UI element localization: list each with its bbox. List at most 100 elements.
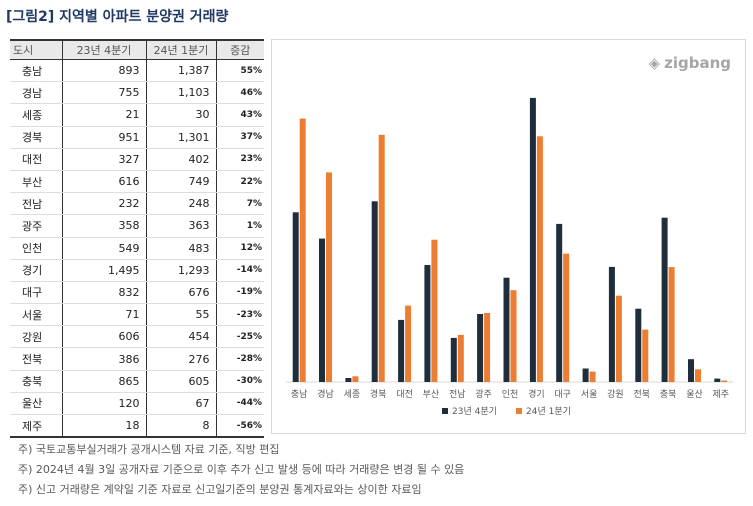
cell-change: -23% [215, 303, 264, 327]
cell-region: 경남 [10, 81, 62, 105]
cell-change: 46% [215, 81, 264, 105]
cell-q1: 276 [145, 347, 216, 371]
cell-region: 인천 [10, 237, 62, 260]
table-row: 전북 386 276 -28% [10, 347, 264, 371]
figure-title: [그림2] 지역별 아파트 분양권 거래량 [6, 9, 229, 25]
cell-region: 강원 [10, 325, 62, 349]
bar-q1-13 [642, 329, 649, 382]
cell-q4: 21 [61, 103, 146, 127]
cell-q1: 676 [145, 281, 216, 305]
cell-q1: 363 [145, 214, 216, 238]
cell-q4: 549 [61, 237, 146, 260]
table-row: 제주 18 8 -56% [10, 414, 264, 439]
bar-q1-6 [457, 334, 464, 382]
cell-q4: 865 [61, 370, 146, 393]
legend-label-0: 23년 4분기 [452, 406, 497, 417]
bar-q1-3 [378, 134, 385, 382]
legend-swatch-1 [516, 408, 522, 414]
bar-q4-13 [635, 308, 642, 382]
zigbang-logo-icon: ◈ [648, 54, 661, 72]
cell-change: 1% [215, 214, 264, 238]
cell-change: -56% [215, 414, 264, 439]
cell-q4: 120 [61, 392, 146, 416]
bar-q4-15 [688, 359, 694, 382]
x-tick-label: 충북 [660, 389, 677, 400]
cell-region: 대전 [10, 148, 62, 171]
table-row: 세종 21 30 43% [10, 103, 264, 127]
table-row: 부산 616 749 22% [10, 170, 264, 194]
bar-q4-9 [529, 97, 536, 383]
x-tick-label: 광주 [475, 388, 492, 400]
cell-q4: 616 [61, 170, 146, 194]
cell-q1: 55 [145, 303, 216, 327]
cell-q4: 606 [61, 325, 146, 349]
cell-change: 55% [215, 59, 264, 83]
cell-region: 경북 [10, 126, 62, 149]
cell-q1: 1,103 [145, 81, 216, 105]
x-tick-label: 제주 [713, 389, 730, 400]
bar-q4-12 [608, 266, 615, 382]
cell-q1: 1,387 [145, 59, 216, 83]
footnotes: 주) 국토교통부실거래가 공개시스템 자료 기준, 직방 편집 주) 2024년… [18, 440, 464, 500]
cell-region: 경기 [10, 259, 62, 282]
x-tick-label: 경기 [528, 388, 545, 400]
bar-q4-11 [582, 368, 589, 382]
cell-region: 충북 [10, 370, 62, 393]
cell-q1: 454 [145, 325, 216, 349]
header-q4: 23년 4분기 [61, 39, 146, 60]
x-tick-label: 경남 [317, 388, 334, 400]
cell-q4: 1,495 [61, 259, 146, 282]
bar-q4-1 [319, 238, 325, 382]
x-tick-label: 인천 [502, 389, 519, 400]
x-tick-label: 대전 [396, 389, 413, 400]
x-tick-label: 전남 [449, 389, 466, 400]
cell-region: 울산 [10, 392, 62, 416]
cell-q1: 1,301 [145, 126, 216, 149]
cell-region: 세종 [10, 103, 62, 127]
header-q1: 24년 1분기 [145, 39, 216, 60]
cell-change: 37% [215, 126, 264, 149]
footnote-3: 주) 신고 거래량은 계약일 기준 자료로 신고일기준의 분양권 통계자료와는 … [18, 483, 422, 496]
cell-change: -44% [215, 392, 264, 416]
bar-q1-14 [668, 267, 675, 383]
zigbang-logo: ◈ zigbang [649, 54, 731, 72]
x-tick-label: 경북 [370, 388, 387, 400]
zigbang-logo-text: zigbang [664, 54, 731, 72]
bar-q1-15 [695, 369, 701, 382]
cell-q4: 232 [61, 192, 146, 216]
cell-q1: 8 [145, 414, 216, 439]
bar-q1-0 [299, 118, 306, 382]
cell-change: -14% [215, 259, 264, 282]
table-row: 울산 120 67 -44% [10, 392, 264, 416]
legend-label-1: 24년 1분기 [526, 406, 571, 417]
table-row: 강원 606 454 -25% [10, 325, 264, 349]
bar-q4-5 [424, 265, 431, 382]
cell-q4: 358 [61, 214, 146, 238]
table-row: 인천 549 483 12% [10, 237, 264, 260]
x-tick-label: 부산 [423, 389, 440, 400]
bar-q1-10 [563, 253, 570, 382]
bar-q4-3 [371, 201, 378, 382]
header-change: 증감 [215, 39, 264, 60]
cell-q4: 386 [61, 347, 146, 371]
cell-change: -28% [215, 347, 264, 371]
cell-q1: 30 [145, 103, 216, 127]
bar-q4-16 [714, 378, 721, 382]
cell-q4: 893 [61, 59, 146, 83]
cell-change: 43% [215, 103, 264, 127]
cell-region: 제주 [10, 414, 62, 439]
bar-q4-0 [292, 212, 299, 382]
cell-q1: 1,293 [145, 259, 216, 282]
cell-q1: 248 [145, 192, 216, 216]
bar-q1-8 [510, 290, 517, 382]
x-tick-label: 전북 [634, 389, 651, 400]
cell-q1: 402 [145, 148, 216, 171]
cell-q1: 749 [145, 170, 216, 194]
bar-q4-14 [661, 217, 668, 382]
table-row: 충남 893 1,387 55% [10, 59, 264, 83]
table-body: 충남 893 1,387 55% 경남 755 1,103 46% 세종 21 30 43% 경북 951… [10, 59, 264, 439]
table-row: 대구 832 676 -19% [10, 281, 264, 305]
footnote-1: 주) 국토교통부실거래가 공개시스템 자료 기준, 직방 편집 [18, 443, 280, 456]
cell-change: 22% [215, 170, 264, 194]
cell-region: 전북 [10, 347, 62, 371]
